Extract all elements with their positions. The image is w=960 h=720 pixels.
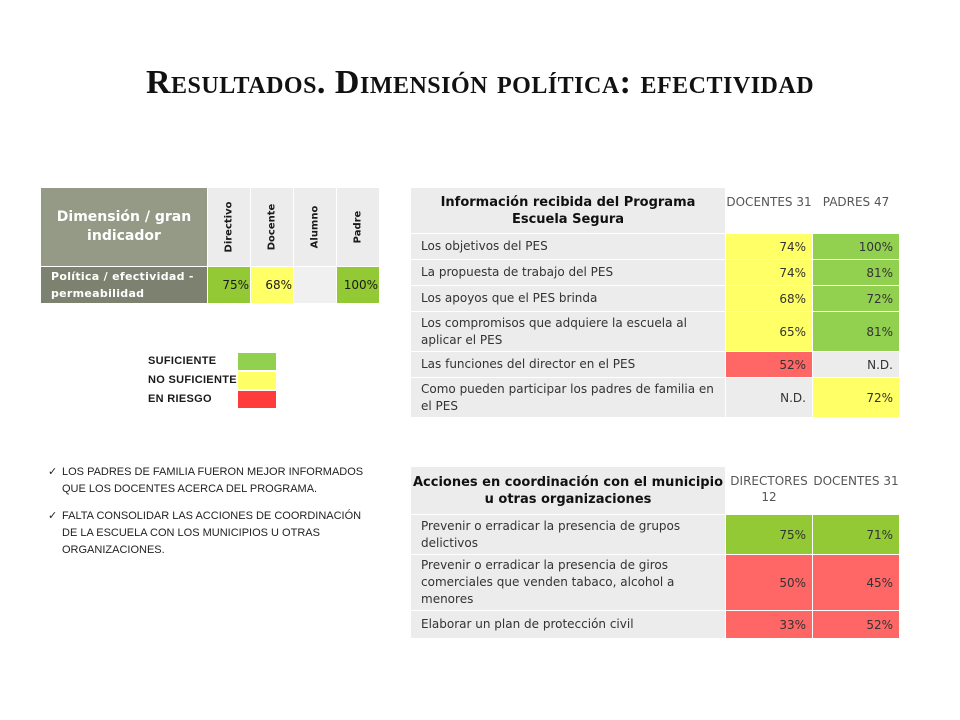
cell-value: 45% (812, 554, 900, 611)
value-padre: 100% (336, 266, 380, 304)
col-header-padre: Padre (336, 187, 380, 267)
col-header-directores: DIRECTORES 12 (725, 466, 813, 515)
cell-value: 75% (725, 514, 813, 555)
info-table-header: Información recibida del Programa Escuel… (410, 187, 726, 234)
legend-swatch-yellow (237, 371, 277, 390)
cell-value: 100% (812, 233, 900, 260)
cell-value: 72% (812, 285, 900, 312)
legend-label: EN RIESGO (148, 393, 212, 405)
bullet-text: FALTA CONSOLIDAR LAS ACCIONES DE COORDIN… (62, 510, 362, 556)
row-label: Los compromisos que adquiere la escuela … (410, 311, 726, 352)
legend-label: SUFICIENTE (148, 355, 217, 367)
checkmark-icon: ✓ (48, 510, 58, 522)
row-label: Los objetivos del PES (410, 233, 726, 260)
cell-value: 74% (725, 233, 813, 260)
col-header-directivo: Directivo (207, 187, 251, 267)
row-label: Prevenir o erradicar la presencia de gir… (410, 554, 726, 611)
cell-value: 68% (725, 285, 813, 312)
legend-swatch-green (237, 352, 277, 371)
cell-value: 52% (812, 610, 900, 639)
value-alumno (293, 266, 337, 304)
legend-swatch-red (237, 390, 277, 409)
col-header-docentes: DOCENTES 31 (725, 187, 813, 234)
summary-row-label: Política / efectividad - permeabilidad (40, 266, 208, 304)
cell-value: 81% (812, 259, 900, 286)
page-title: Resultados. Dimensión política: efectivi… (145, 64, 815, 101)
bullet-text: LOS PADRES DE FAMILIA FUERON MEJOR INFOR… (62, 466, 364, 495)
col-header-label: Directivo (223, 201, 235, 253)
row-label: Prevenir o erradicar la presencia de gru… (410, 514, 726, 555)
checkmark-icon: ✓ (48, 466, 58, 478)
col-header-alumno: Alumno (293, 187, 337, 267)
cell-value: 74% (725, 259, 813, 286)
summary-table: Dimensión / gran indicador Directivo Doc… (40, 187, 380, 304)
row-label: Las funciones del director en el PES (410, 351, 726, 378)
row-label: Como pueden participar los padres de fam… (410, 377, 726, 418)
summary-header: Dimensión / gran indicador (40, 187, 208, 267)
actions-table-header: Acciones en coordinación con el municipi… (410, 466, 726, 515)
col-header-label: Padre (352, 210, 364, 244)
actions-table: Acciones en coordinación con el municipi… (410, 466, 900, 639)
cell-value: N.D. (812, 351, 900, 378)
row-label: Elaborar un plan de protección civil (410, 610, 726, 639)
col-header-docentes: DOCENTES 31 (812, 466, 900, 515)
cell-value: 52% (725, 351, 813, 378)
cell-value: N.D. (725, 377, 813, 418)
legend-label: NO SUFICIENTE (148, 374, 237, 386)
list-item: ✓ FALTA CONSOLIDAR LAS ACCIONES DE COORD… (48, 508, 368, 559)
cell-value: 33% (725, 610, 813, 639)
row-label: Los apoyos que el PES brinda (410, 285, 726, 312)
cell-value: 71% (812, 514, 900, 555)
info-table: Información recibida del Programa Escuel… (410, 187, 900, 418)
list-item: ✓ LOS PADRES DE FAMILIA FUERON MEJOR INF… (48, 464, 368, 498)
row-label: La propuesta de trabajo del PES (410, 259, 726, 286)
cell-value: 72% (812, 377, 900, 418)
col-header-label: Docente (266, 203, 278, 251)
value-docente: 68% (250, 266, 294, 304)
col-header-padres: PADRES 47 (812, 187, 900, 234)
conclusions-list: ✓ LOS PADRES DE FAMILIA FUERON MEJOR INF… (48, 464, 368, 569)
value-directivo: 75% (207, 266, 251, 304)
cell-value: 81% (812, 311, 900, 352)
col-header-docente: Docente (250, 187, 294, 267)
cell-value: 50% (725, 554, 813, 611)
cell-value: 65% (725, 311, 813, 352)
col-header-label: Alumno (309, 205, 321, 249)
